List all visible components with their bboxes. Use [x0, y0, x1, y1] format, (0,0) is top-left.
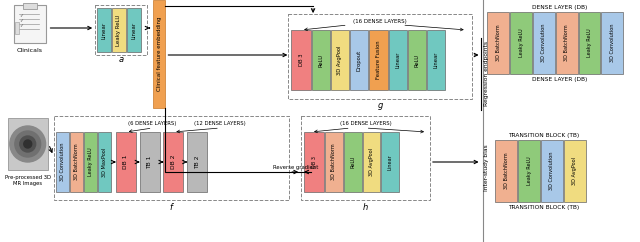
FancyBboxPatch shape [112, 8, 126, 52]
Text: Leaky ReLU: Leaky ReLU [116, 14, 122, 46]
Text: Leaky ReLU: Leaky ReLU [518, 29, 524, 57]
Text: ReLU: ReLU [319, 53, 323, 67]
Text: (16 DENSE LAYERS): (16 DENSE LAYERS) [340, 121, 392, 127]
Text: g: g [377, 101, 383, 111]
Text: Linear: Linear [396, 52, 401, 68]
FancyBboxPatch shape [84, 132, 97, 192]
FancyBboxPatch shape [518, 140, 540, 202]
FancyBboxPatch shape [116, 132, 136, 192]
Text: (16 DENSE LAYERS): (16 DENSE LAYERS) [353, 20, 407, 24]
Circle shape [15, 131, 40, 157]
Text: (12 DENSE LAYERS): (12 DENSE LAYERS) [194, 121, 246, 127]
FancyBboxPatch shape [602, 12, 623, 74]
FancyBboxPatch shape [325, 132, 343, 192]
Text: 3D BatchNorm: 3D BatchNorm [332, 144, 337, 180]
FancyBboxPatch shape [291, 30, 311, 90]
Text: ✓: ✓ [20, 13, 24, 17]
FancyBboxPatch shape [312, 30, 330, 90]
FancyBboxPatch shape [488, 12, 509, 74]
Text: 3D AvgPool: 3D AvgPool [337, 45, 342, 75]
Text: DENSE LAYER (DB): DENSE LAYER (DB) [532, 5, 588, 9]
FancyBboxPatch shape [331, 30, 349, 90]
Text: 3D BatchNorm: 3D BatchNorm [564, 25, 569, 61]
FancyBboxPatch shape [127, 8, 141, 52]
FancyBboxPatch shape [427, 30, 445, 90]
Text: h: h [363, 203, 368, 212]
Text: 3D AvgPool: 3D AvgPool [369, 148, 374, 176]
Text: Leaky ReLU: Leaky ReLU [587, 29, 592, 57]
Text: DB 2: DB 2 [171, 155, 176, 169]
FancyBboxPatch shape [579, 12, 600, 74]
FancyBboxPatch shape [70, 132, 83, 192]
FancyBboxPatch shape [188, 132, 207, 192]
Text: ✓: ✓ [20, 23, 24, 28]
FancyBboxPatch shape [14, 5, 45, 43]
Circle shape [24, 140, 32, 148]
Text: DENSE LAYER (DB): DENSE LAYER (DB) [532, 77, 588, 83]
FancyBboxPatch shape [556, 12, 577, 74]
FancyBboxPatch shape [304, 132, 324, 192]
Text: Leaky ReLU: Leaky ReLU [527, 157, 532, 185]
FancyBboxPatch shape [408, 30, 426, 90]
Text: ReLU: ReLU [350, 156, 355, 168]
Text: Reverse gradient: Reverse gradient [273, 165, 318, 169]
FancyBboxPatch shape [533, 12, 555, 74]
Text: Inter-study bias: Inter-study bias [484, 145, 489, 191]
FancyBboxPatch shape [349, 30, 367, 90]
FancyBboxPatch shape [564, 140, 586, 202]
Text: MR Images: MR Images [13, 182, 42, 187]
Text: Clinical feature embedding: Clinical feature embedding [157, 17, 161, 91]
FancyBboxPatch shape [56, 132, 69, 192]
Text: Leaky ReLU: Leaky ReLU [88, 148, 93, 176]
FancyBboxPatch shape [140, 132, 159, 192]
Text: 3D Convolution: 3D Convolution [541, 24, 547, 62]
Circle shape [10, 126, 45, 162]
Text: ReLU: ReLU [415, 53, 420, 67]
FancyBboxPatch shape [363, 132, 380, 192]
Text: f: f [170, 203, 173, 212]
Text: Linear: Linear [131, 22, 136, 38]
FancyBboxPatch shape [98, 132, 111, 192]
FancyBboxPatch shape [23, 3, 36, 9]
FancyBboxPatch shape [163, 132, 183, 192]
FancyBboxPatch shape [510, 12, 532, 74]
Text: TB 1: TB 1 [147, 155, 152, 169]
Text: Linear: Linear [102, 22, 106, 38]
Text: DB 3: DB 3 [299, 54, 303, 66]
Text: Dropout: Dropout [356, 49, 361, 71]
Text: 3D Convolution: 3D Convolution [549, 152, 554, 190]
Text: 3D Convolution: 3D Convolution [60, 143, 65, 181]
Text: TRANSITION BLOCK (TB): TRANSITION BLOCK (TB) [508, 205, 580, 211]
Text: Feature Fusion: Feature Fusion [376, 41, 381, 79]
Text: 3D AvgPool: 3D AvgPool [572, 157, 577, 185]
FancyBboxPatch shape [8, 118, 47, 170]
Text: Linear: Linear [433, 52, 438, 68]
FancyBboxPatch shape [152, 0, 166, 108]
Text: Regression endpoints: Regression endpoints [484, 41, 489, 106]
FancyBboxPatch shape [389, 30, 407, 90]
FancyBboxPatch shape [541, 140, 563, 202]
Text: DB 1: DB 1 [124, 155, 129, 169]
Text: a: a [118, 55, 124, 65]
FancyBboxPatch shape [369, 30, 388, 90]
Text: 3D MaxPool: 3D MaxPool [102, 147, 107, 177]
Text: ✓: ✓ [20, 17, 24, 23]
FancyBboxPatch shape [15, 22, 19, 34]
Text: (6 DENSE LAYERS): (6 DENSE LAYERS) [129, 121, 177, 127]
Text: Clinicals: Clinicals [17, 47, 43, 53]
Text: TB 2: TB 2 [195, 155, 200, 169]
FancyBboxPatch shape [97, 8, 111, 52]
Text: 3D BatchNorm: 3D BatchNorm [496, 25, 501, 61]
Text: Linear: Linear [388, 154, 393, 170]
FancyBboxPatch shape [344, 132, 362, 192]
Text: 3D BatchNorm: 3D BatchNorm [504, 153, 509, 189]
FancyBboxPatch shape [381, 132, 399, 192]
Text: 3D Convolution: 3D Convolution [610, 24, 615, 62]
Circle shape [20, 136, 36, 152]
Text: TRANSITION BLOCK (TB): TRANSITION BLOCK (TB) [508, 133, 580, 137]
Text: Pre-processed 3D: Pre-processed 3D [4, 175, 51, 181]
FancyBboxPatch shape [495, 140, 517, 202]
Text: 3D BatchNorm: 3D BatchNorm [74, 144, 79, 180]
Text: DB 3: DB 3 [312, 156, 317, 168]
